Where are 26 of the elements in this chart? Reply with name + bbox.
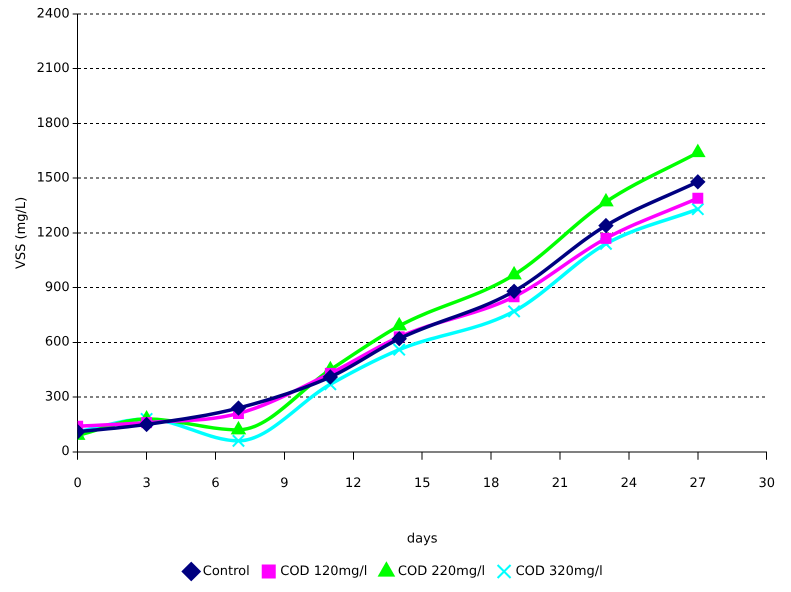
y-tick-label: 1800 <box>36 116 70 131</box>
x-tick-label: 21 <box>552 476 568 491</box>
legend-label: COD 120mg/l <box>280 564 368 579</box>
y-tick-label: 600 <box>44 334 70 350</box>
y-tick-label: 1200 <box>36 225 70 240</box>
x-tick-label: 15 <box>414 476 430 491</box>
x-axis-title: days <box>406 532 438 547</box>
x-tick-label: 24 <box>620 476 638 491</box>
y-tick-label: 2400 <box>36 6 70 22</box>
x-tick-label: 30 <box>758 476 775 491</box>
legend-label: COD 220mg/l <box>398 564 486 579</box>
x-tick-label: 3 <box>142 476 151 491</box>
y-tick-label: 300 <box>44 389 70 404</box>
y-tick-label: 2100 <box>36 61 70 76</box>
x-tick-label: 27 <box>690 476 706 491</box>
y-tick-label: 900 <box>44 280 70 295</box>
y-tick-label: 0 <box>61 444 70 460</box>
legend-label: Control <box>202 564 250 579</box>
y-tick-label: 1500 <box>36 170 70 186</box>
legend-label: COD 320mg/l <box>516 564 603 579</box>
x-tick-label: 6 <box>211 476 220 491</box>
y-axis-title: VSS (mg/L) <box>14 196 30 270</box>
x-tick-label: 0 <box>74 476 82 491</box>
x-tick-label: 9 <box>280 476 289 491</box>
x-tick-label: 18 <box>482 476 500 491</box>
x-tick-label: 12 <box>345 476 362 491</box>
